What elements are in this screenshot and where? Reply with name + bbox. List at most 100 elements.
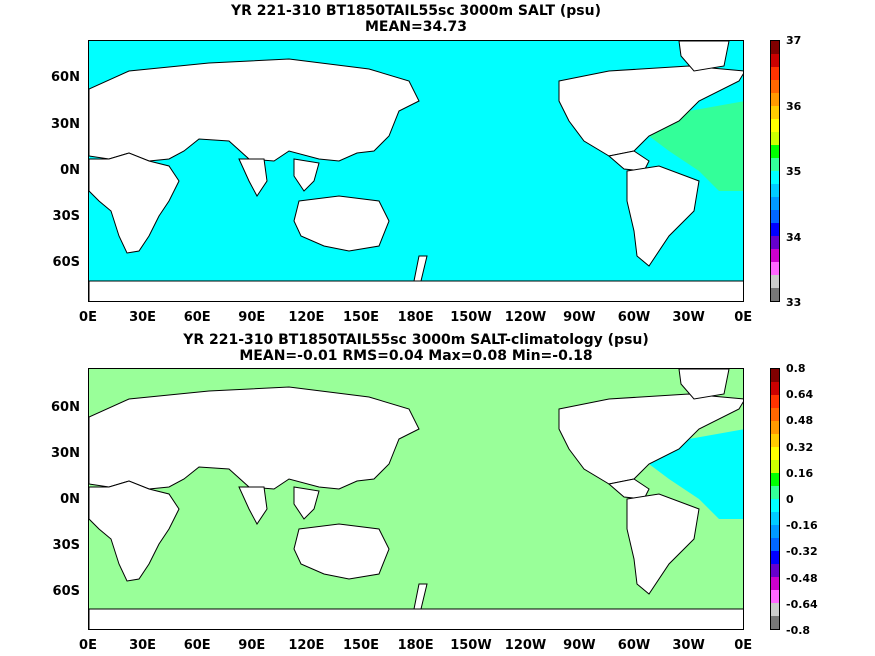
lon-label: 30W xyxy=(672,310,705,325)
lon-label: 120W xyxy=(504,638,547,653)
colorbar-tick: -0.32 xyxy=(786,545,818,559)
colorbar-tick: 0.48 xyxy=(786,414,814,428)
colorbar-swatch xyxy=(771,171,779,184)
colorbar-swatch xyxy=(771,54,779,67)
lon-label: 60E xyxy=(183,310,211,325)
colorbar-swatch xyxy=(771,288,779,301)
lon-label: 60E xyxy=(183,638,211,653)
panel2-lat-label: 60S xyxy=(52,584,80,599)
lon-label: 90W xyxy=(563,638,596,653)
land-eurasia xyxy=(89,58,420,162)
lon-label: 150E xyxy=(342,310,380,325)
land-eurasia xyxy=(89,386,420,490)
land-australia xyxy=(293,523,390,580)
land-africa xyxy=(89,152,180,254)
colorbar-swatch xyxy=(771,447,779,460)
land-india xyxy=(238,158,268,197)
land-seasia xyxy=(293,158,320,192)
colorbar-swatch xyxy=(771,551,779,564)
colorbar-swatch xyxy=(771,408,779,421)
colorbar-tick: 34 xyxy=(786,230,802,244)
colorbar-tick: 33 xyxy=(786,296,802,309)
land-samerica xyxy=(626,165,700,267)
colorbar-swatch xyxy=(771,262,779,275)
colorbar-tick: -0.48 xyxy=(786,571,818,585)
panel2-colorbar xyxy=(770,368,780,630)
colorbar-swatch xyxy=(771,499,779,512)
lon-label: 90E xyxy=(238,310,266,325)
colorbar-swatch xyxy=(771,538,779,551)
colorbar-tick: 0.16 xyxy=(786,466,814,480)
panel2-lat-label: 60N xyxy=(51,400,80,415)
land-greenland xyxy=(678,369,730,400)
colorbar-swatch xyxy=(771,145,779,158)
colorbar-swatch xyxy=(771,616,779,629)
land-india xyxy=(238,486,268,525)
colorbar-swatch xyxy=(771,460,779,473)
colorbar-swatch xyxy=(771,210,779,223)
colorbar-swatch xyxy=(771,158,779,171)
colorbar-swatch xyxy=(771,564,779,577)
colorbar-swatch xyxy=(771,577,779,590)
colorbar-tick: 0 xyxy=(786,493,794,506)
panel1-title: YR 221-310 BT1850TAIL55sc 3000m SALT (ps… xyxy=(230,3,601,19)
land-camerica xyxy=(607,478,650,500)
panel2-lat-label: 30N xyxy=(51,446,80,461)
lon-label: 120W xyxy=(504,310,547,325)
lon-label: 0E xyxy=(734,310,753,325)
panel1-lat-label: 0N xyxy=(60,163,80,178)
colorbar-tick: 36 xyxy=(786,99,802,113)
colorbar-swatch xyxy=(771,512,779,525)
lon-label: 60W xyxy=(617,310,651,325)
land-antarctica xyxy=(89,608,743,629)
land-australia xyxy=(293,195,390,252)
colorbar-tick: 37 xyxy=(786,34,802,47)
colorbar-swatch xyxy=(771,236,779,249)
lon-label: 0E xyxy=(79,310,97,325)
colorbar-swatch xyxy=(771,275,779,288)
land-antarctica xyxy=(89,280,743,301)
colorbar-swatch xyxy=(771,93,779,106)
panel2-title: YR 221-310 BT1850TAIL55sc 3000m SALT-cli… xyxy=(183,332,649,348)
lon-label: 30W xyxy=(672,638,705,653)
lon-label: 150E xyxy=(342,638,380,653)
panel1-colorbar xyxy=(770,40,780,302)
panel1-lat-label: 30S xyxy=(52,209,80,224)
colorbar-swatch xyxy=(771,486,779,499)
colorbar-tick: 0.32 xyxy=(786,440,814,454)
lon-label: 120E xyxy=(288,310,325,325)
lon-label: 60W xyxy=(617,638,651,653)
colorbar-swatch xyxy=(771,132,779,145)
colorbar-tick: -0.8 xyxy=(786,624,811,637)
panel2-subtitle: MEAN=-0.01 RMS=0.04 Max=0.08 Min=-0.18 xyxy=(239,348,593,364)
colorbar-swatch xyxy=(771,223,779,236)
colorbar-swatch xyxy=(771,421,779,434)
lon-label: 150W xyxy=(450,310,492,325)
land-africa xyxy=(89,480,180,582)
lon-label: 0E xyxy=(734,638,753,653)
colorbar-swatch xyxy=(771,473,779,486)
panel1-lat-label: 60S xyxy=(52,255,80,270)
colorbar-swatch xyxy=(771,369,779,382)
colorbar-swatch xyxy=(771,197,779,210)
lon-label: 30E xyxy=(129,638,157,653)
colorbar-swatch xyxy=(771,525,779,538)
lon-label: 0E xyxy=(79,638,97,653)
land-samerica xyxy=(626,493,700,595)
panel1-lat-label: 60N xyxy=(51,70,80,85)
colorbar-swatch xyxy=(771,41,779,54)
lon-label: 180E xyxy=(397,638,434,653)
colorbar-swatch xyxy=(771,395,779,408)
colorbar-swatch xyxy=(771,106,779,119)
lon-label: 30E xyxy=(129,310,157,325)
colorbar-tick: 35 xyxy=(786,165,802,178)
colorbar-tick: -0.64 xyxy=(786,597,818,611)
panel1-subtitle: MEAN=34.73 xyxy=(364,19,468,35)
lon-label: 90W xyxy=(563,310,596,325)
colorbar-swatch xyxy=(771,603,779,616)
panel2-lat-label: 0N xyxy=(60,492,80,507)
colorbar-swatch xyxy=(771,590,779,603)
colorbar-swatch xyxy=(771,434,779,447)
colorbar-tick: 0.8 xyxy=(786,362,806,375)
land-camerica xyxy=(607,150,650,172)
